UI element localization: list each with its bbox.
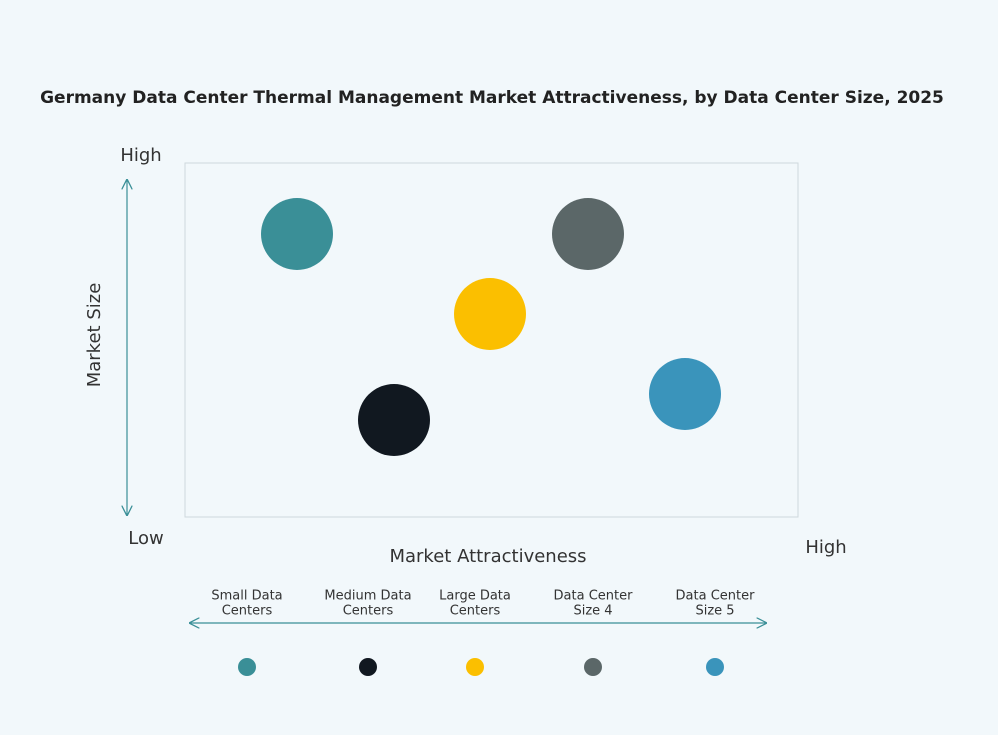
- legend-label: Large Data: [439, 589, 511, 604]
- legend-label: Data Center: [554, 589, 634, 604]
- bubble: [454, 278, 526, 350]
- plot-area: [184, 162, 799, 518]
- y-low: Low: [128, 528, 163, 549]
- legend-label: Size 5: [695, 604, 734, 619]
- legend-dot: [706, 658, 724, 676]
- y-high: High: [120, 145, 161, 166]
- bubble: [649, 358, 721, 430]
- bubbles: [261, 198, 721, 456]
- legend-label: Centers: [450, 604, 501, 619]
- legend-label: Size 4: [573, 604, 612, 619]
- x-high: High: [805, 537, 846, 558]
- x-axis-label: Market Attractiveness: [389, 546, 586, 567]
- legend-dot: [584, 658, 602, 676]
- legend-label: Medium Data: [324, 589, 411, 604]
- y-axis-label: Market Size: [84, 283, 105, 388]
- legend-dot: [466, 658, 484, 676]
- legend-dot: [238, 658, 256, 676]
- legend-dot: [359, 658, 377, 676]
- bubble: [261, 198, 333, 270]
- bubble: [552, 198, 624, 270]
- legend-label: Small Data: [211, 589, 282, 604]
- chart-title: Germany Data Center Thermal Management M…: [40, 88, 944, 108]
- legend-label: Data Center: [676, 589, 756, 604]
- bubble: [358, 384, 430, 456]
- legend-label: Centers: [222, 604, 273, 619]
- legend-label: Centers: [343, 604, 394, 619]
